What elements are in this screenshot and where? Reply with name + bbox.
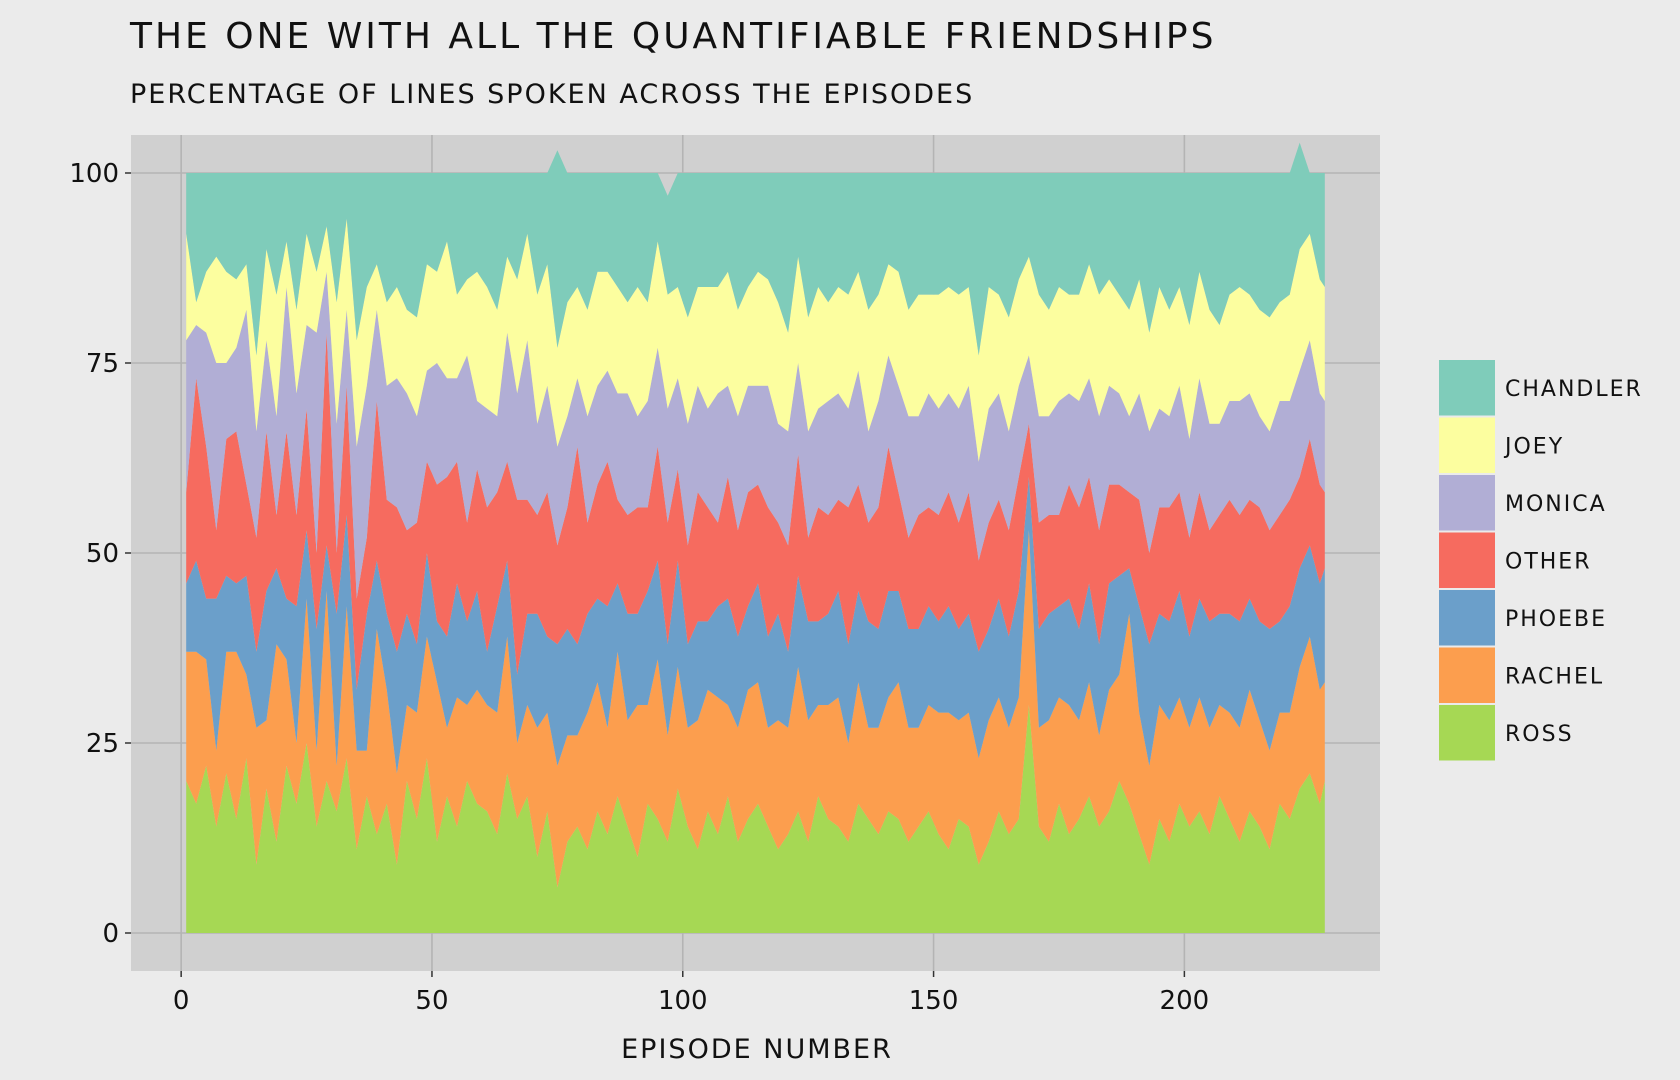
legend-label-monica: MONICA	[1505, 492, 1607, 517]
chart-title: THE ONE WITH ALL THE QUANTIFIABLE FRIEND…	[129, 16, 1216, 57]
y-tick-label: 75	[86, 349, 119, 379]
x-tick-label: 100	[658, 986, 708, 1016]
legend-label-chandler: CHANDLER	[1505, 377, 1643, 402]
legend-key-other	[1439, 532, 1495, 588]
legend-label-joey: JOEY	[1503, 434, 1564, 459]
area-phoebe	[186, 477, 1325, 774]
legend-key-phoebe	[1439, 590, 1495, 646]
x-axis-title: EPISODE NUMBER	[621, 1034, 893, 1065]
y-tick-label: 25	[86, 729, 119, 759]
x-tick-label: 150	[909, 986, 959, 1016]
legend-key-monica	[1439, 475, 1495, 531]
legend-label-other: OTHER	[1505, 549, 1591, 574]
legend-label-rachel: RACHEL	[1505, 664, 1604, 689]
area-chandler	[186, 142, 1325, 356]
area-rachel	[186, 530, 1325, 888]
axes: 0 25 50 75 100 0 50 100 150 200	[69, 159, 1209, 1016]
area-joey	[186, 218, 1325, 462]
chart-subtitle: PERCENTAGE OF LINES SPOKEN ACROSS THE EP…	[130, 79, 974, 110]
area-ross	[186, 705, 1325, 933]
x-tick-label: 0	[173, 986, 190, 1016]
y-tick-label: 100	[69, 159, 119, 189]
y-tick-label: 0	[102, 919, 119, 949]
area-other	[186, 332, 1325, 690]
legend-label-phoebe: PHOEBE	[1505, 607, 1607, 632]
x-tick-label: 50	[415, 986, 448, 1016]
legend-key-joey	[1439, 417, 1495, 473]
legend-key-ross	[1439, 705, 1495, 761]
x-tick-label: 200	[1160, 986, 1210, 1016]
y-tick-label: 50	[86, 539, 119, 569]
legend: CHANDLER JOEY MONICA OTHER PHOEBE RACHEL ROSS	[1439, 360, 1643, 761]
legend-key-chandler	[1439, 360, 1495, 416]
area-monica	[186, 271, 1325, 599]
legend-label-ross: ROSS	[1505, 722, 1574, 747]
area-layers	[186, 142, 1325, 933]
legend-key-rachel	[1439, 647, 1495, 703]
